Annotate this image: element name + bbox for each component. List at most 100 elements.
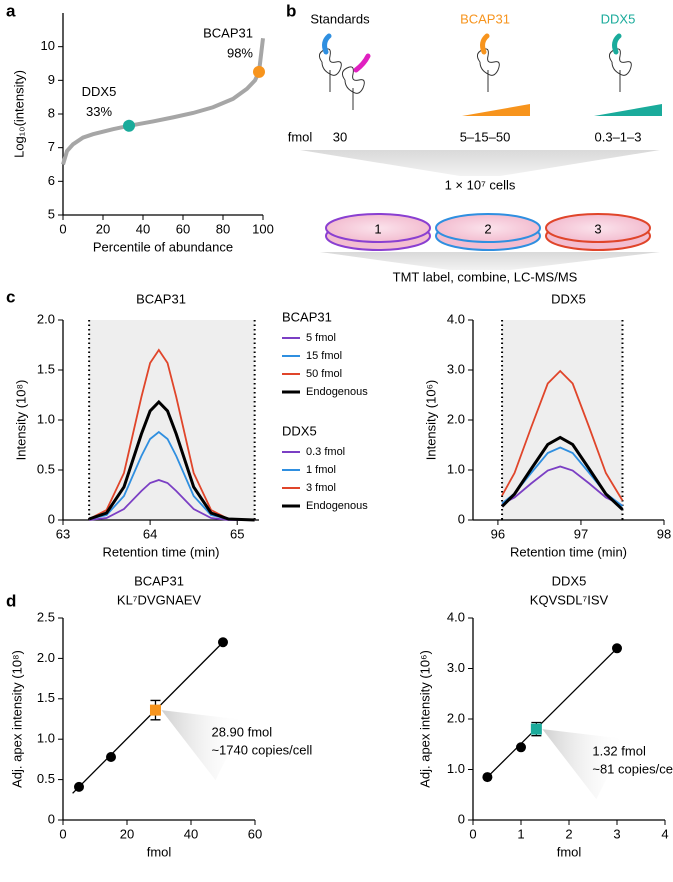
ramp: [462, 104, 530, 116]
highlight-label: BCAP31: [203, 25, 253, 40]
label: DDX5: [601, 11, 636, 26]
y-axis-label: Log₁₀(intensity): [11, 70, 26, 158]
x-tick-label: 0: [59, 826, 66, 841]
x-tick-label: 65: [230, 526, 244, 541]
x-axis-label: Retention time (min): [510, 544, 627, 559]
y-axis-label: Intensity (10⁸): [13, 380, 28, 461]
y-tick-label: 0: [458, 511, 465, 526]
fit-line: [486, 647, 618, 778]
series-line: [501, 369, 624, 501]
callout-wedge: [542, 729, 627, 800]
x-tick-label: 100: [252, 221, 274, 236]
series-line: [88, 348, 255, 521]
x-tick-label: 0: [469, 826, 476, 841]
sample-point: [530, 723, 542, 735]
label: 5–15–50: [460, 129, 511, 144]
series-line: [88, 399, 255, 522]
annotation: 1.32 fmol: [592, 744, 646, 759]
y-tick-label: 1.5: [37, 690, 55, 705]
dish: [435, 213, 541, 243]
legend-title: BCAP31: [282, 309, 332, 324]
y-tick-label: 0: [48, 511, 55, 526]
dish: [325, 213, 431, 243]
callout-wedge: [161, 710, 246, 781]
ramp: [594, 104, 662, 116]
chart-subtitle: KQVSDL⁷ISV: [530, 592, 609, 607]
workflow-diagram: Standards BCAP31 DDX5 fmol 30 5–15–50 0.…: [288, 11, 662, 284]
panel-label: c: [6, 287, 15, 306]
y-tick-label: 2.0: [37, 650, 55, 665]
legend-label: Endogenous: [306, 386, 368, 398]
chart-subtitle: KL⁷DVGNAEV: [117, 592, 202, 607]
highlight-percent: 98%: [227, 45, 253, 60]
y-tick-label: 3.0: [447, 361, 465, 376]
y-tick-label: 1.0: [37, 411, 55, 426]
dish-label: 2: [484, 221, 491, 236]
x-tick-label: 60: [248, 826, 262, 841]
point: [482, 772, 493, 783]
x-tick-label: 98: [657, 526, 671, 541]
chart-title: DDX5: [551, 291, 586, 306]
legend-label: 1 fmol: [306, 464, 336, 476]
x-axis-label: Percentile of abundance: [93, 239, 233, 254]
y-tick-label: 1.0: [447, 461, 465, 476]
annotation: 28.90 fmol: [211, 725, 272, 740]
legend-label: 0.3 fmol: [306, 446, 345, 458]
y-tick-label: 2.0: [447, 411, 465, 426]
y-tick-label: 2.0: [447, 710, 465, 725]
x-tick-label: 80: [216, 221, 230, 236]
y-tick-label: 7: [48, 139, 55, 154]
label: 1 × 10⁷ cells: [445, 177, 516, 192]
label: BCAP31: [460, 11, 510, 26]
series-line: [501, 435, 624, 511]
highlight-label: DDX5: [82, 84, 117, 99]
y-tick-label: 1.0: [447, 761, 465, 776]
y-axis-label: Adj. apex intensity (10⁸): [9, 650, 24, 788]
point: [106, 751, 116, 762]
series-line: [501, 465, 623, 507]
x-tick-label: 2: [565, 826, 572, 841]
x-tick-label: 1: [517, 826, 524, 841]
panel-label: b: [286, 1, 296, 20]
y-tick-label: 6: [48, 173, 55, 188]
dish: [545, 213, 651, 243]
tag: [480, 33, 490, 55]
y-axis-label: Intensity (10⁶): [423, 380, 438, 461]
x-tick-label: 4: [661, 826, 668, 841]
highlight-point: [123, 119, 135, 132]
x-tick-label: 40: [184, 826, 198, 841]
point: [74, 781, 84, 792]
highlight-percent: 33%: [86, 104, 112, 119]
legend-label: 5 fmol: [306, 332, 336, 344]
y-tick-label: 1.5: [37, 361, 55, 376]
y-tick-label: 2.5: [37, 609, 55, 624]
dish-label: 3: [594, 221, 601, 236]
panel-label: d: [6, 591, 16, 610]
y-tick-label: 4.0: [447, 609, 465, 624]
x-tick-label: 96: [491, 526, 505, 541]
point: [218, 637, 228, 648]
chart-title: BCAP31: [134, 573, 184, 588]
chart-title: DDX5: [552, 573, 587, 588]
chart-title: BCAP31: [136, 291, 186, 306]
y-tick-label: 9: [48, 72, 55, 87]
tag: [322, 33, 332, 55]
x-tick-label: 20: [96, 221, 110, 236]
legend-label: 3 fmol: [306, 482, 336, 494]
legend-label: 50 fmol: [306, 368, 342, 380]
sample-point: [149, 704, 161, 716]
point: [612, 643, 622, 654]
x-axis-label: Retention time (min): [102, 544, 219, 559]
y-tick-label: 5: [48, 206, 55, 221]
y-tick-label: 2.0: [37, 311, 55, 326]
funnel: [320, 252, 660, 270]
label: 0.3–1–3: [595, 129, 642, 144]
x-axis-label: fmol: [557, 844, 582, 859]
legend-label: Endogenous: [306, 500, 368, 512]
x-tick-label: 40: [136, 221, 150, 236]
series-line: [88, 430, 255, 521]
x-tick-label: 3: [613, 826, 620, 841]
line: [61, 38, 265, 166]
annotation: ~1740 copies/cell: [211, 743, 312, 758]
